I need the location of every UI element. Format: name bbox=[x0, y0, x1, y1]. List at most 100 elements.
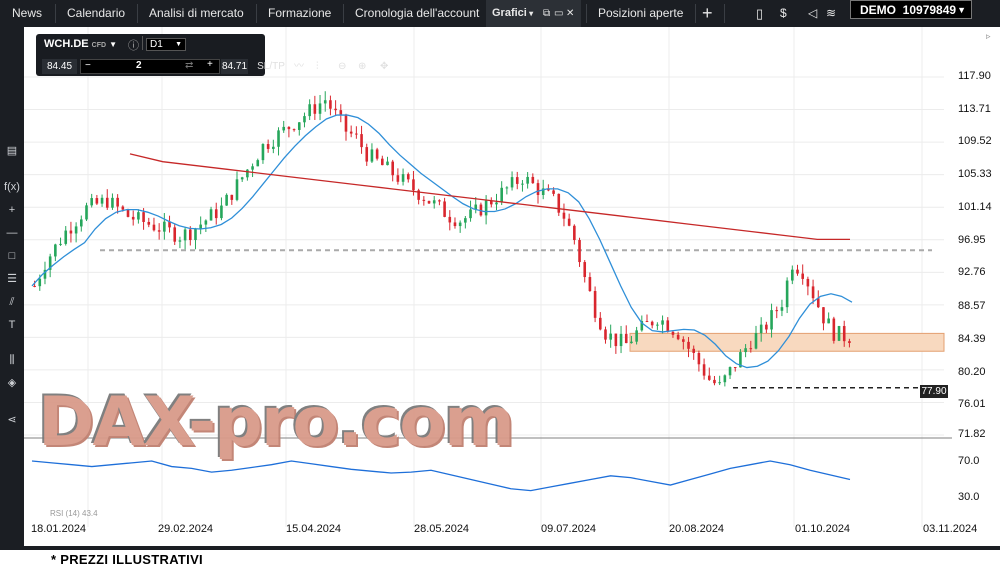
candle-body bbox=[458, 222, 462, 227]
line-chart-icon[interactable]: 〰 bbox=[294, 61, 304, 72]
candle-body bbox=[635, 330, 638, 342]
footnote: * PREZZI ILLUSTRATIVI bbox=[51, 552, 203, 567]
candle-body bbox=[178, 240, 182, 242]
ruler-icon[interactable]: ⫼ bbox=[9, 354, 15, 366]
indicators-icon[interactable]: ⫶ bbox=[316, 61, 319, 72]
candle-body bbox=[744, 348, 747, 353]
candle-body bbox=[723, 375, 727, 383]
volume-icon[interactable]: ◁ bbox=[808, 6, 818, 20]
instrument-symbol[interactable]: WCH.DE CFD ▼ bbox=[44, 38, 117, 50]
nav-analisi[interactable]: Analisi di mercato bbox=[149, 6, 244, 20]
time-tick-label: 29.02.2024 bbox=[158, 523, 214, 535]
candle-body bbox=[490, 200, 493, 205]
add-tab-icon[interactable]: + bbox=[702, 3, 713, 23]
timeframe-select[interactable]: D1 ▼ bbox=[146, 38, 186, 51]
candle-body bbox=[48, 256, 52, 270]
candle-body bbox=[401, 174, 405, 182]
move-icon[interactable]: ✥ bbox=[380, 61, 389, 72]
candle-body bbox=[848, 341, 851, 343]
candle-body bbox=[775, 310, 779, 312]
candle-body bbox=[785, 280, 789, 308]
tab-posizioni[interactable]: Posizioni aperte bbox=[598, 6, 684, 20]
nav-cronologia[interactable]: Cronologia dell'account bbox=[355, 6, 480, 20]
price-tick-label: 88.57 bbox=[958, 300, 986, 312]
candle-body bbox=[396, 175, 400, 182]
function-icon[interactable]: f(x) bbox=[4, 181, 20, 193]
candle-body bbox=[619, 333, 623, 347]
price-tick-label: 84.39 bbox=[958, 333, 986, 345]
candle-body bbox=[261, 144, 265, 161]
plus-icon[interactable]: + bbox=[207, 59, 213, 70]
candle-body bbox=[246, 169, 249, 178]
candle-body bbox=[54, 244, 57, 257]
candle-body bbox=[111, 197, 114, 208]
channel-tool-icon[interactable]: ⫽ bbox=[9, 296, 15, 308]
nav-formazione[interactable]: Formazione bbox=[268, 6, 332, 20]
candle-body bbox=[557, 193, 561, 213]
candle-body bbox=[157, 230, 161, 232]
nav-calendario[interactable]: Calendario bbox=[67, 6, 126, 20]
fibonacci-icon[interactable]: ☰ bbox=[7, 273, 17, 285]
zoom-out-icon[interactable]: ⊖ bbox=[338, 61, 347, 72]
candle-body bbox=[313, 104, 317, 114]
candle-body bbox=[59, 243, 62, 245]
currency-icon[interactable]: $ bbox=[780, 6, 787, 20]
quantity-stepper[interactable]: − 2 ⇄ + bbox=[80, 59, 220, 74]
candle-body bbox=[147, 221, 151, 225]
sell-price[interactable]: 84.45 bbox=[42, 59, 77, 74]
candle-body bbox=[484, 200, 488, 216]
candle-body bbox=[204, 220, 208, 225]
price-chart[interactable]: ▹ bbox=[24, 27, 1000, 548]
wifi-icon: ≋ bbox=[826, 6, 837, 20]
candle-body bbox=[282, 126, 286, 131]
panel-icon[interactable]: ▤ bbox=[6, 145, 18, 157]
share-icon[interactable]: ⋖ bbox=[7, 414, 17, 426]
chevron-down-icon: ▼ bbox=[109, 40, 118, 49]
price-tick-label: 113.71 bbox=[958, 103, 991, 115]
sltp-button[interactable]: SL/TP bbox=[257, 61, 285, 72]
chevron-down-icon: ▼ bbox=[957, 5, 966, 15]
price-tick-label: 71.82 bbox=[958, 428, 986, 440]
candle-body bbox=[235, 179, 239, 200]
price-tick-label: 105.33 bbox=[958, 168, 992, 180]
candle-body bbox=[765, 324, 768, 330]
layout-icon[interactable]: ▯ bbox=[756, 6, 764, 21]
account-label: DEMO 10979849 bbox=[860, 3, 957, 17]
candle-body bbox=[417, 190, 420, 200]
chevron-down-icon: ▾ bbox=[526, 9, 534, 18]
candle-body bbox=[583, 262, 587, 278]
nav-separator bbox=[724, 4, 725, 23]
zoom-in-icon[interactable]: ⊕ bbox=[358, 61, 367, 72]
tab-grafici[interactable]: Grafici ▾ ⧉ ▭ ✕ bbox=[486, 0, 581, 27]
layers-icon[interactable]: ◈ bbox=[7, 377, 17, 389]
buy-price[interactable]: 84.71 bbox=[221, 59, 248, 74]
divider bbox=[142, 36, 143, 50]
candle-body bbox=[666, 320, 670, 332]
candle-body bbox=[33, 285, 36, 287]
nav-separator bbox=[343, 4, 344, 23]
detach-icon[interactable]: ⧉ bbox=[543, 8, 551, 19]
candle-body bbox=[510, 177, 514, 188]
line-tool-icon[interactable]: — bbox=[6, 227, 18, 239]
minus-icon[interactable]: − bbox=[85, 60, 91, 71]
rectangle-tool-icon[interactable]: □ bbox=[8, 250, 16, 262]
candle-body bbox=[567, 218, 571, 226]
nav-news[interactable]: News bbox=[12, 6, 43, 20]
minimize-icon[interactable]: ▭ bbox=[554, 8, 564, 19]
candle-body bbox=[801, 273, 804, 279]
candle-body bbox=[728, 367, 732, 376]
crosshair-icon[interactable]: + bbox=[8, 204, 16, 216]
candle-body bbox=[272, 146, 275, 149]
candle-body bbox=[266, 144, 270, 149]
close-icon[interactable]: ✕ bbox=[566, 8, 575, 19]
candle-body bbox=[406, 174, 410, 180]
quantity-value[interactable]: 2 bbox=[136, 60, 142, 71]
candle-body bbox=[209, 209, 213, 221]
text-tool-icon[interactable]: T bbox=[8, 319, 16, 331]
account-selector[interactable]: DEMO 10979849 ▼ bbox=[850, 0, 972, 19]
info-icon[interactable]: ⓘ bbox=[128, 40, 139, 52]
price-tick-label: 70.0 bbox=[958, 455, 980, 467]
time-tick-label: 28.05.2024 bbox=[414, 523, 470, 535]
candle-body bbox=[676, 334, 680, 340]
refresh-icon[interactable]: ⇄ bbox=[185, 60, 194, 71]
